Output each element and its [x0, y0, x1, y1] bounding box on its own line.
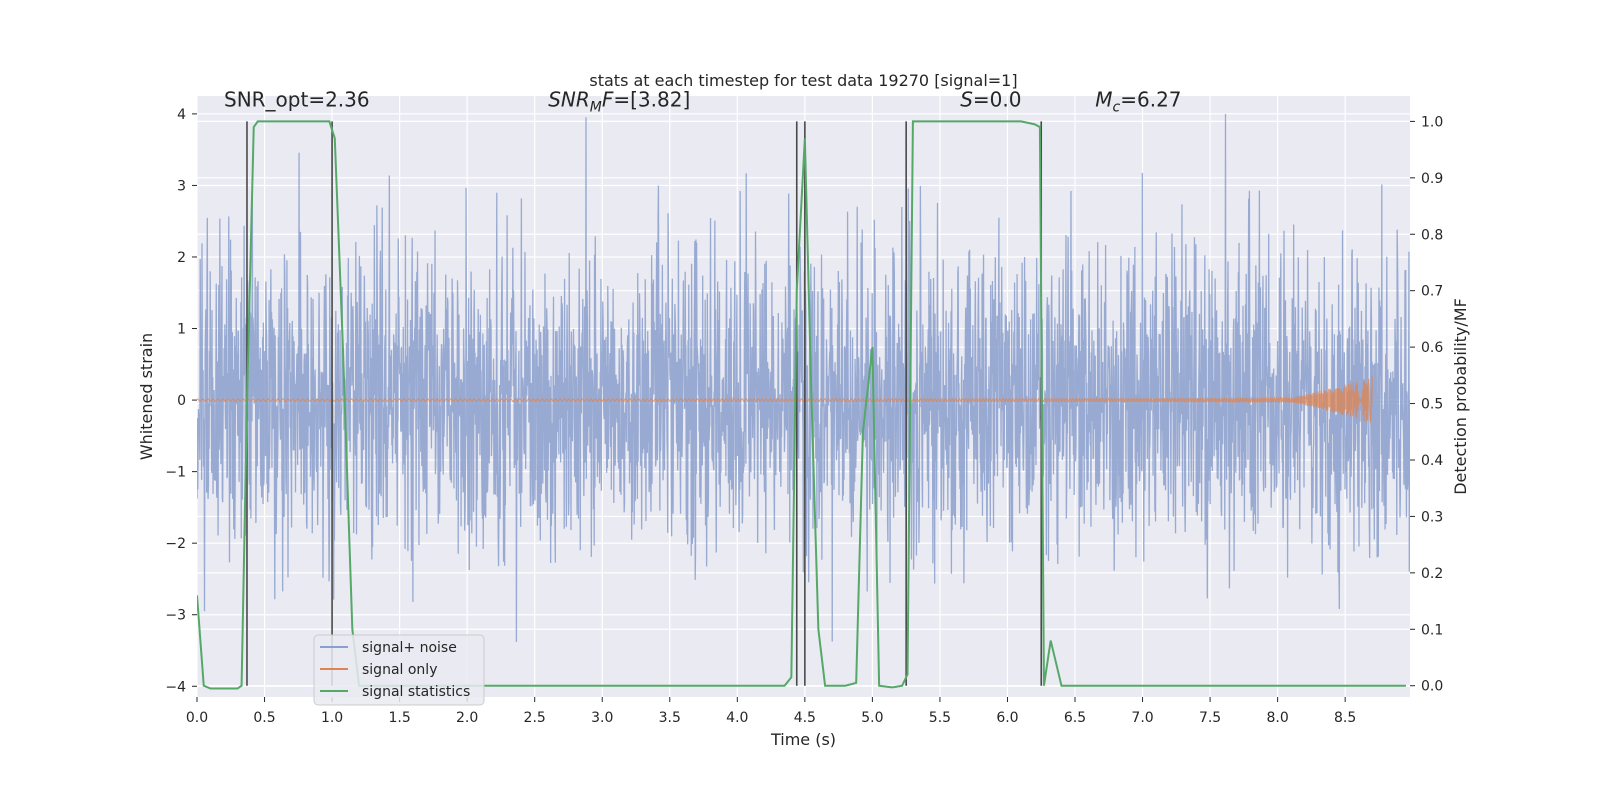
series-signal-statistics	[197, 120, 1406, 690]
annotation: SNRMF=[3.82]	[548, 88, 690, 116]
y-tick-label: −3	[165, 608, 186, 624]
y-tick-label: 4	[177, 107, 186, 123]
y-tick-label: 1	[177, 322, 186, 338]
annotation: S=0.0	[960, 88, 1021, 112]
chart-title: stats at each timestep for test data 192…	[589, 71, 1017, 90]
x-tick-label: 7.0	[1131, 710, 1153, 726]
legend-label: signal only	[362, 662, 437, 678]
x-tick-label: 7.5	[1199, 710, 1221, 726]
x-tick-label: 4.5	[794, 710, 816, 726]
annotation: Mc=6.27	[1095, 88, 1181, 116]
x-tick-label: 4.0	[726, 710, 748, 726]
y2-tick-label: 0.9	[1421, 171, 1443, 187]
x-tick-label: 8.5	[1334, 710, 1356, 726]
legend-label: signal statistics	[362, 684, 470, 700]
y2-tick-label: 0.6	[1421, 340, 1443, 356]
x-tick-label: 5.5	[929, 710, 951, 726]
y2-tick-label: 0.5	[1421, 397, 1443, 413]
y2-tick-label: 0.1	[1421, 622, 1443, 638]
legend: signal+ noise signal only signal statistic…	[313, 634, 485, 706]
y-axis-label: Whitened strain	[137, 333, 156, 460]
series-signal-noise	[197, 113, 1410, 643]
y2-tick-label: 0.8	[1421, 227, 1443, 243]
y-tick-label: −1	[165, 465, 186, 481]
noise-line	[197, 113, 1410, 643]
stats-line	[197, 120, 1406, 690]
x-tick-label: 8.0	[1266, 710, 1288, 726]
annotations: SNR_opt=2.36 SNRMF=[3.82] S=0.0 Mc=6.27	[224, 88, 1182, 116]
y-tick-label: −4	[165, 679, 186, 695]
x-tick-label: 3.5	[659, 710, 681, 726]
y-axis-ticks: 4 3 2 1 0 −1 −2 −3 −4	[165, 107, 197, 695]
y-tick-label: −2	[165, 536, 186, 552]
x-tick-label: 2.0	[456, 710, 478, 726]
x-tick-label: 1.5	[388, 710, 410, 726]
x-tick-label: 1.0	[321, 710, 343, 726]
x-tick-label: 0.0	[186, 710, 208, 726]
x-tick-label: 2.5	[524, 710, 546, 726]
y2-tick-label: 0.7	[1421, 284, 1443, 300]
y2-axis-ticks: 1.0 0.9 0.8 0.7 0.6 0.5 0.4 0.3 0.2 0.1 0.0	[1410, 114, 1443, 695]
x-tick-label: 6.0	[996, 710, 1018, 726]
y-tick-label: 0	[177, 393, 186, 409]
series-signal-only	[197, 375, 1373, 423]
plot-area	[197, 113, 1410, 690]
y-tick-label: 3	[177, 178, 186, 194]
y2-tick-label: 0.3	[1421, 509, 1443, 525]
y2-axis-label: Detection probability/MF	[1451, 298, 1470, 495]
y2-tick-label: 0.2	[1421, 566, 1443, 582]
x-axis-label: Time (s)	[770, 730, 836, 749]
signal-line	[197, 375, 1373, 423]
x-tick-label: 6.5	[1064, 710, 1086, 726]
y2-tick-label: 0.0	[1421, 679, 1443, 695]
y2-tick-label: 1.0	[1421, 114, 1443, 130]
annotation: SNR_opt=2.36	[224, 88, 370, 112]
x-tick-label: 3.0	[591, 710, 613, 726]
x-axis-ticks: 0.0 0.5 1.0 1.5 2.0 2.5 3.0 3.5 4.0 4.5 5.0 5.5 6.0 6…	[186, 697, 1356, 726]
x-tick-label: 0.5	[253, 710, 275, 726]
legend-box	[313, 634, 485, 706]
x-tick-label: 5.0	[861, 710, 883, 726]
legend-label: signal+ noise	[362, 640, 457, 656]
y-tick-label: 2	[177, 250, 186, 266]
y2-tick-label: 0.4	[1421, 453, 1443, 469]
